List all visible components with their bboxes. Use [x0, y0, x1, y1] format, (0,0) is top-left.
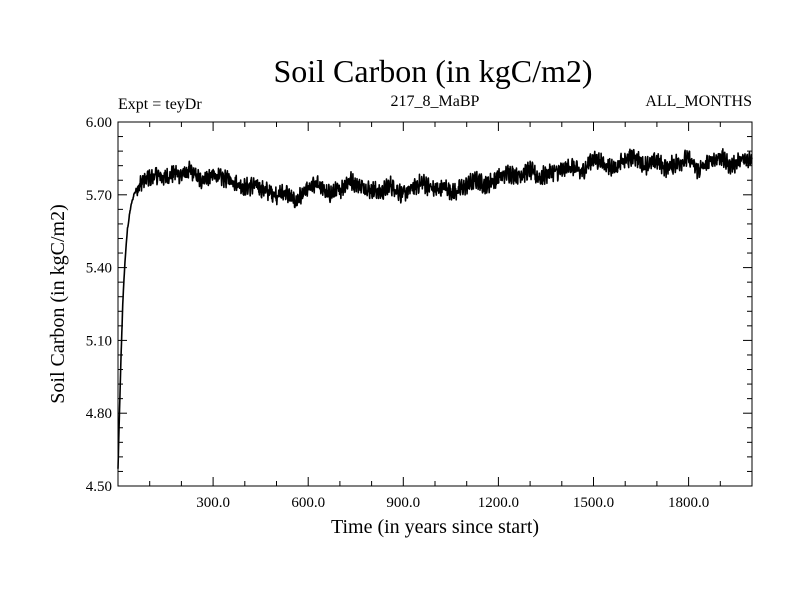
x-tick-label: 1500.0 — [573, 495, 614, 511]
y-axis-label: Soil Carbon (in kgC/m2) — [47, 204, 69, 403]
y-tick-label: 5.10 — [86, 333, 112, 349]
soil-carbon-series-line — [117, 148, 753, 469]
y-tick-label: 6.00 — [86, 115, 112, 131]
x-axis-label: Time (in years since start) — [331, 516, 539, 538]
x-axis-tick-labels: 300.0 600.0 900.0 1200.0 1500.0 1800.0 — [196, 495, 709, 511]
y-tick-label: 5.40 — [86, 261, 112, 277]
y-tick-label: 4.80 — [86, 406, 112, 422]
chart-title: Soil Carbon (in kgC/m2) — [273, 53, 592, 89]
x-tick-label: 900.0 — [386, 495, 420, 511]
series-layer — [117, 148, 753, 469]
period-label: 217_8_MaBP — [391, 93, 480, 110]
y-tick-label: 5.70 — [86, 188, 112, 204]
x-tick-label: 300.0 — [196, 495, 230, 511]
experiment-label: Expt = teyDr — [118, 96, 202, 113]
x-tick-label: 600.0 — [291, 495, 325, 511]
x-tick-label: 1200.0 — [478, 495, 519, 511]
x-axis-ticks — [149, 122, 721, 486]
months-label: ALL_MONTHS — [645, 93, 752, 110]
y-axis-tick-labels: 4.50 4.80 5.10 5.40 5.70 6.00 — [86, 115, 112, 495]
x-tick-label: 1800.0 — [668, 495, 709, 511]
y-tick-label: 4.50 — [86, 479, 112, 495]
